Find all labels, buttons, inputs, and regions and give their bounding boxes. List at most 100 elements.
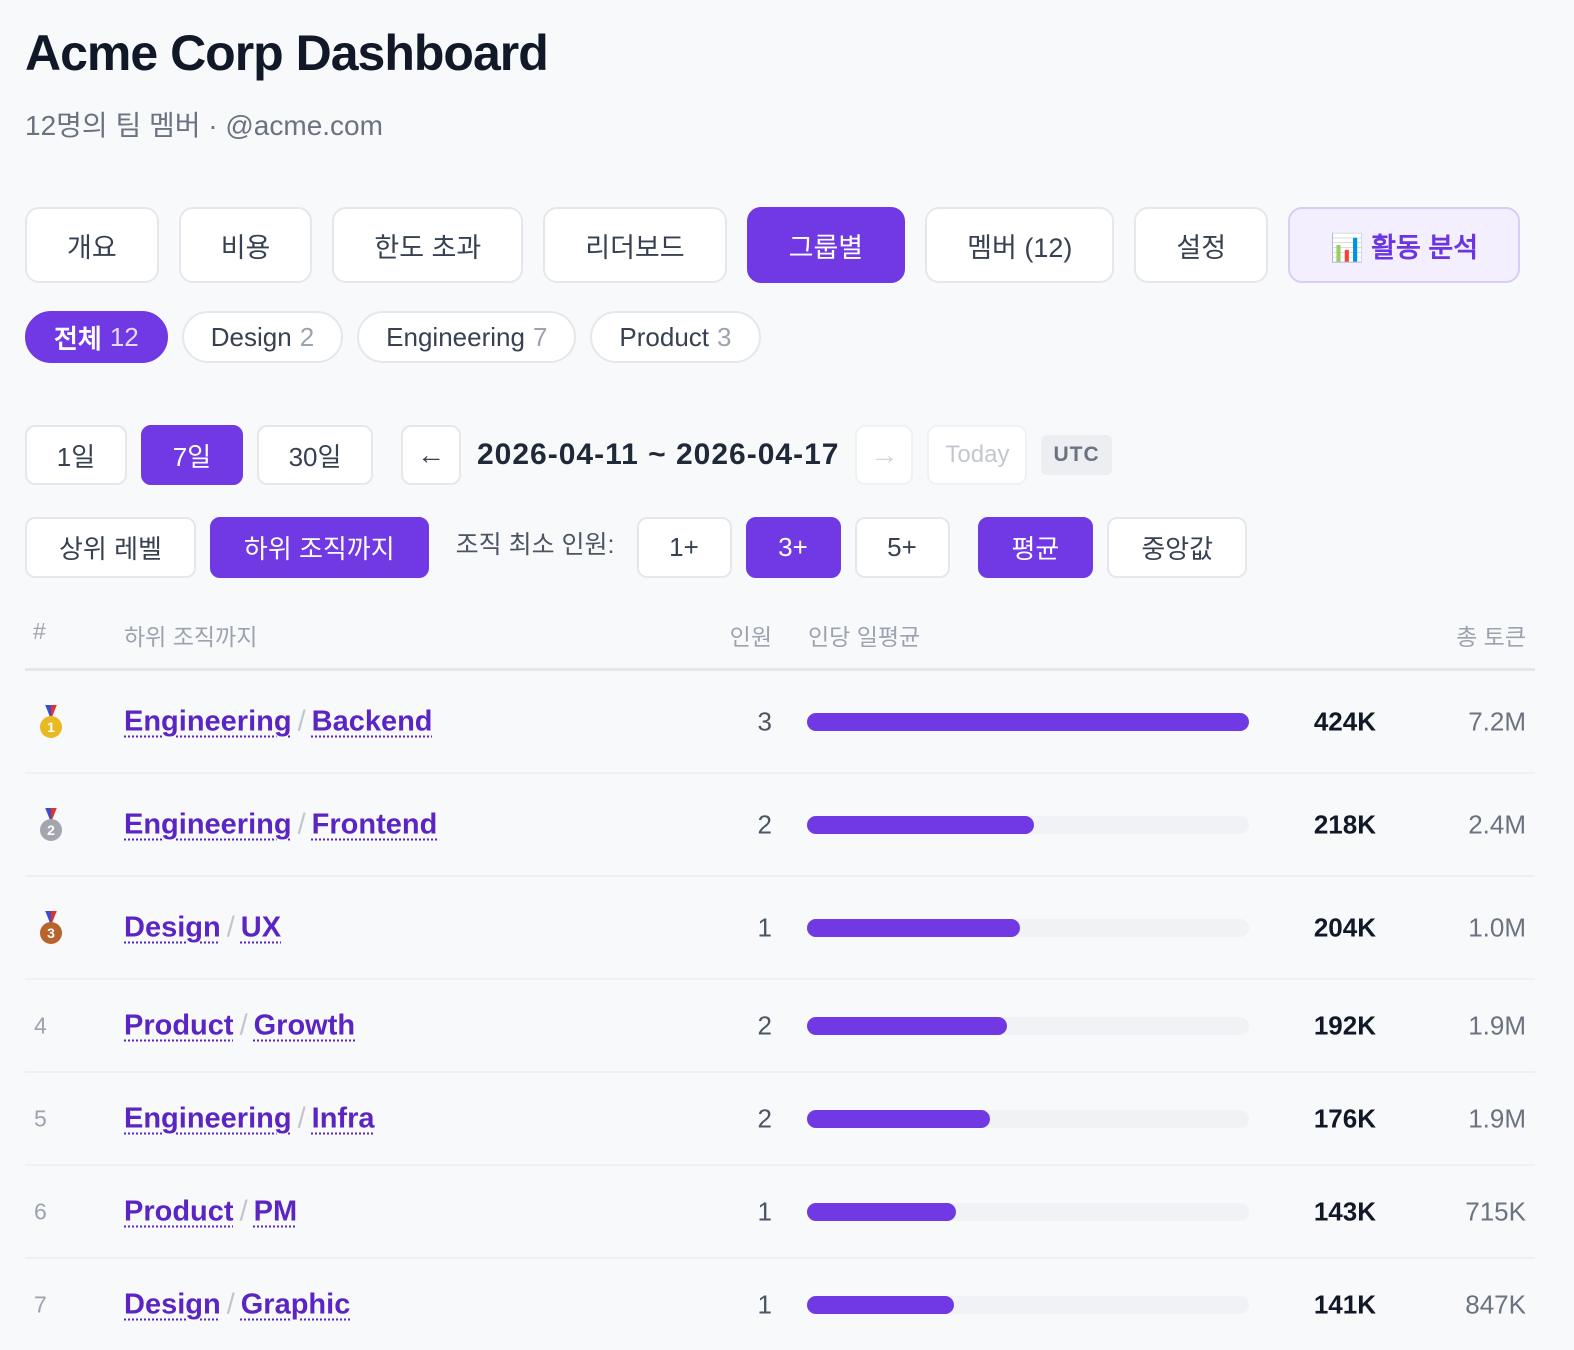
member-count: 2 — [757, 809, 772, 839]
group-name: Design / UX — [124, 911, 281, 944]
column-header: 총 토큰 — [1456, 624, 1526, 650]
min-members-option[interactable]: 3+ — [745, 517, 841, 578]
bar-track — [807, 1295, 1249, 1314]
table-row: 6 Product / PM 1 143K 715K — [25, 1166, 1535, 1259]
rank-medal: 1 — [40, 704, 62, 739]
filter-label: Engineering — [386, 321, 525, 352]
path-separator: / — [297, 705, 306, 737]
path-separator: / — [239, 1009, 248, 1041]
group-link[interactable]: Engineering — [124, 1102, 292, 1134]
today-button[interactable]: Today — [927, 425, 1028, 485]
tab[interactable]: 그룹별 — [746, 207, 906, 283]
prev-button[interactable]: ← — [401, 425, 461, 485]
avg-value: 141K — [1313, 1289, 1376, 1319]
team-link[interactable]: Growth — [253, 1009, 356, 1041]
button-row: 상위 레벨 하위 조직까지 조직 최소 인원: 1+ 3+ 5+ 평균 중앙값 — [25, 517, 1248, 578]
group-link[interactable]: Design — [124, 911, 221, 943]
scope-button[interactable]: 상위 레벨 — [25, 517, 196, 578]
team-link[interactable]: Frontend — [311, 808, 438, 840]
table-row: 7 Design / Graphic 1 141K 847K — [25, 1259, 1535, 1350]
bar-track — [807, 712, 1249, 731]
table-row: 3 Design / UX 1 204K 1.0M — [25, 877, 1535, 980]
bar-track — [807, 815, 1249, 834]
rank-medal: 3 — [40, 910, 62, 945]
next-button[interactable]: → — [855, 425, 914, 485]
total-tokens: 1.9M — [1468, 1010, 1526, 1040]
team-link[interactable]: Infra — [311, 1102, 375, 1134]
avg-value: 143K — [1313, 1196, 1376, 1226]
min-members-label: 조직 최소 인원: — [455, 531, 615, 559]
column-header: 인원 — [729, 624, 772, 650]
member-count: 2 — [757, 1010, 772, 1040]
rank-medal: 2 — [40, 807, 62, 842]
tab[interactable]: 📊 활동 분석 — [1288, 207, 1521, 283]
column-header: # — [33, 618, 46, 644]
tab[interactable]: 한도 초과 — [332, 207, 524, 283]
group-filter[interactable]: Product 3 — [590, 311, 761, 363]
column-header: 하위 조직까지 — [124, 624, 258, 650]
member-count: 1 — [757, 1289, 772, 1319]
table-row: 4 Product / Growth 2 192K 1.9M — [25, 980, 1535, 1073]
button-row: 개요 비용 한도 초과 리더보드 그룹별 멤버 (12) 설정 📊 활동 분석 — [25, 207, 1521, 283]
period-button[interactable]: 7일 — [141, 425, 243, 485]
stat-button[interactable]: 중앙값 — [1107, 517, 1248, 578]
avg-value: 176K — [1313, 1103, 1376, 1133]
period-button[interactable]: 1일 — [25, 425, 127, 485]
member-count: 1 — [757, 1196, 772, 1226]
avg-bar — [807, 1295, 954, 1314]
page-title: Acme Corp Dashboard — [25, 25, 549, 81]
total-tokens: 7.2M — [1468, 706, 1526, 736]
group-link[interactable]: Product — [124, 1009, 234, 1041]
period-button[interactable]: 30일 — [257, 425, 373, 485]
group-name: Product / PM — [124, 1195, 297, 1228]
tab[interactable]: 개요 — [25, 207, 159, 283]
group-name: Design / Graphic — [124, 1288, 350, 1321]
min-members-option[interactable]: 1+ — [636, 517, 732, 578]
path-separator: / — [297, 808, 306, 840]
medal-number: 2 — [40, 818, 62, 841]
column-header: 인당 일평균 — [808, 624, 921, 650]
ranking-table: # 하위 조직까지 인원 인당 일평균 총 토큰 1 Engineering / Backend… — [25, 600, 1535, 1350]
avg-value: 192K — [1313, 1010, 1376, 1040]
bar-track — [807, 1016, 1249, 1035]
avg-bar — [807, 712, 1249, 731]
tab[interactable]: 비용 — [178, 207, 313, 283]
avg-bar — [807, 1016, 1008, 1035]
tab[interactable]: 멤버 (12) — [925, 207, 1115, 283]
group-link[interactable]: Engineering — [124, 705, 292, 737]
bar-track — [807, 1202, 1249, 1221]
group-name: Engineering / Backend — [124, 705, 433, 738]
team-link[interactable]: UX — [240, 911, 282, 943]
avg-value: 424K — [1313, 706, 1376, 736]
team-link[interactable]: PM — [253, 1195, 298, 1227]
filter-label: Product — [619, 321, 710, 352]
filter-count: 2 — [299, 321, 315, 352]
scope-button[interactable]: 하위 조직까지 — [209, 517, 429, 578]
team-link[interactable]: Backend — [311, 705, 433, 737]
avg-value: 218K — [1313, 809, 1376, 839]
medal-number: 3 — [40, 921, 62, 944]
total-tokens: 847K — [1465, 1289, 1526, 1319]
group-link[interactable]: Product — [124, 1195, 234, 1227]
group-filter[interactable]: Design 2 — [181, 311, 344, 363]
group-link[interactable]: Engineering — [124, 808, 292, 840]
filter-count: 12 — [109, 321, 139, 352]
group-link[interactable]: Design — [124, 1288, 221, 1320]
tab[interactable]: 설정 — [1134, 207, 1269, 283]
total-tokens: 715K — [1465, 1196, 1526, 1226]
button-row: 전체 12 Design 2 Engineering 7 Product 3 — [25, 311, 761, 363]
filter-count: 3 — [717, 321, 732, 352]
avg-value: 204K — [1313, 912, 1376, 942]
group-filter[interactable]: 전체 12 — [25, 311, 168, 363]
stat-button[interactable]: 평균 — [977, 517, 1094, 578]
tab[interactable]: 리더보드 — [543, 207, 727, 283]
min-members-option[interactable]: 5+ — [854, 517, 950, 578]
table-row: 5 Engineering / Infra 2 176K 1.9M — [25, 1073, 1535, 1166]
member-count: 2 — [757, 1103, 772, 1133]
group-filter[interactable]: Engineering 7 — [357, 311, 577, 363]
page-subtitle: 12명의 팀 멤버 · @acme.com — [25, 110, 383, 141]
team-link[interactable]: Graphic — [240, 1288, 351, 1320]
